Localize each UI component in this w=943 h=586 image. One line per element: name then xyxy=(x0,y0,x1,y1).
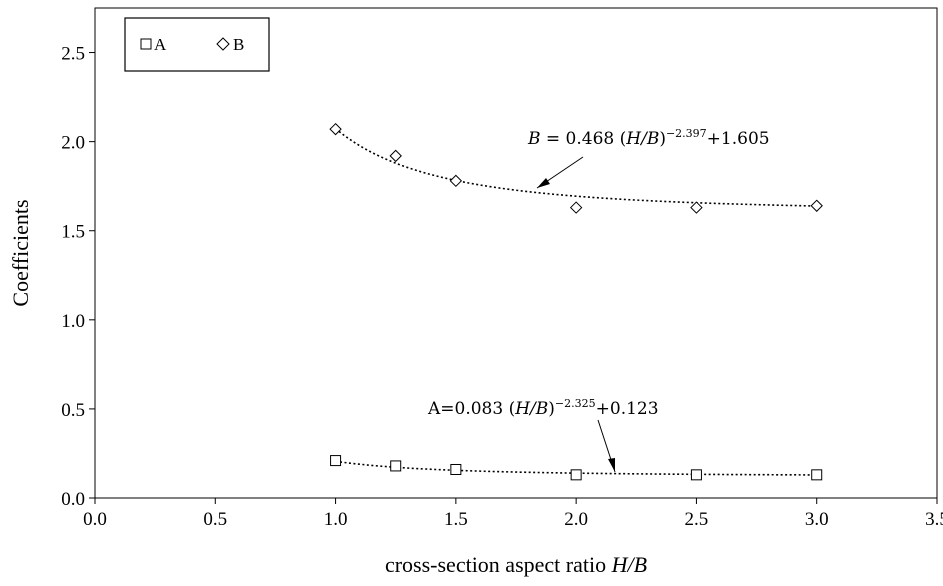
data-markers xyxy=(329,122,823,481)
marker-b xyxy=(569,201,583,214)
legend-label-a: A xyxy=(154,35,167,54)
marker-b xyxy=(329,122,342,136)
marker-a xyxy=(690,469,702,481)
marker-b xyxy=(449,174,463,188)
arrowhead-a xyxy=(608,458,615,472)
legend-square-icon xyxy=(140,38,152,50)
x-tick-label: 1.5 xyxy=(444,509,468,530)
plot-area xyxy=(94,7,938,499)
x-tick-label: 2.5 xyxy=(685,509,709,530)
fit-curve-b xyxy=(335,128,817,207)
marker-b xyxy=(690,201,703,214)
legend: A B xyxy=(124,17,270,72)
y-tick-label: 2.0 xyxy=(61,133,85,154)
marker-b xyxy=(389,149,402,163)
x-tick-label: 3.5 xyxy=(925,509,943,530)
y-tick-label: 0.5 xyxy=(61,400,85,421)
marker-b xyxy=(810,199,823,212)
marker-a xyxy=(811,469,823,481)
marker-a xyxy=(570,469,582,481)
equation-b: B = 0.468 (H/B)−2.397+1.605 xyxy=(527,127,770,149)
fit-curves xyxy=(335,128,817,476)
x-axis-title: cross-section aspect ratio H/B xyxy=(385,552,647,577)
marker-a xyxy=(450,463,462,475)
legend-diamond-icon xyxy=(216,37,230,51)
y-tick-label: 0.0 xyxy=(61,489,85,510)
marker-a xyxy=(330,455,342,467)
legend-label-b: B xyxy=(233,35,244,54)
y-tick-label: 2.5 xyxy=(61,44,85,65)
axes: 0.0 0.5 1.0 1.5 2.0 2.5 3.0 3.5 0.0 0.5 1.0 1.5 2.0 2… xyxy=(61,44,943,530)
y-axis-title: Coefficients xyxy=(8,199,33,306)
fit-curve-a xyxy=(335,460,817,476)
x-tick-label: 0.0 xyxy=(83,509,107,530)
y-tick-label: 1.0 xyxy=(61,311,85,332)
x-tick-label: 1.0 xyxy=(324,509,348,530)
equation-a: A=0.083 (H/B)−2.325+0.123 xyxy=(427,397,659,419)
y-tick-label: 1.5 xyxy=(61,222,85,243)
marker-a xyxy=(390,460,402,472)
arrowhead-b xyxy=(537,178,550,188)
x-tick-label: 2.0 xyxy=(564,509,588,530)
x-tick-label: 0.5 xyxy=(203,509,227,530)
x-tick-label: 3.0 xyxy=(805,509,829,530)
